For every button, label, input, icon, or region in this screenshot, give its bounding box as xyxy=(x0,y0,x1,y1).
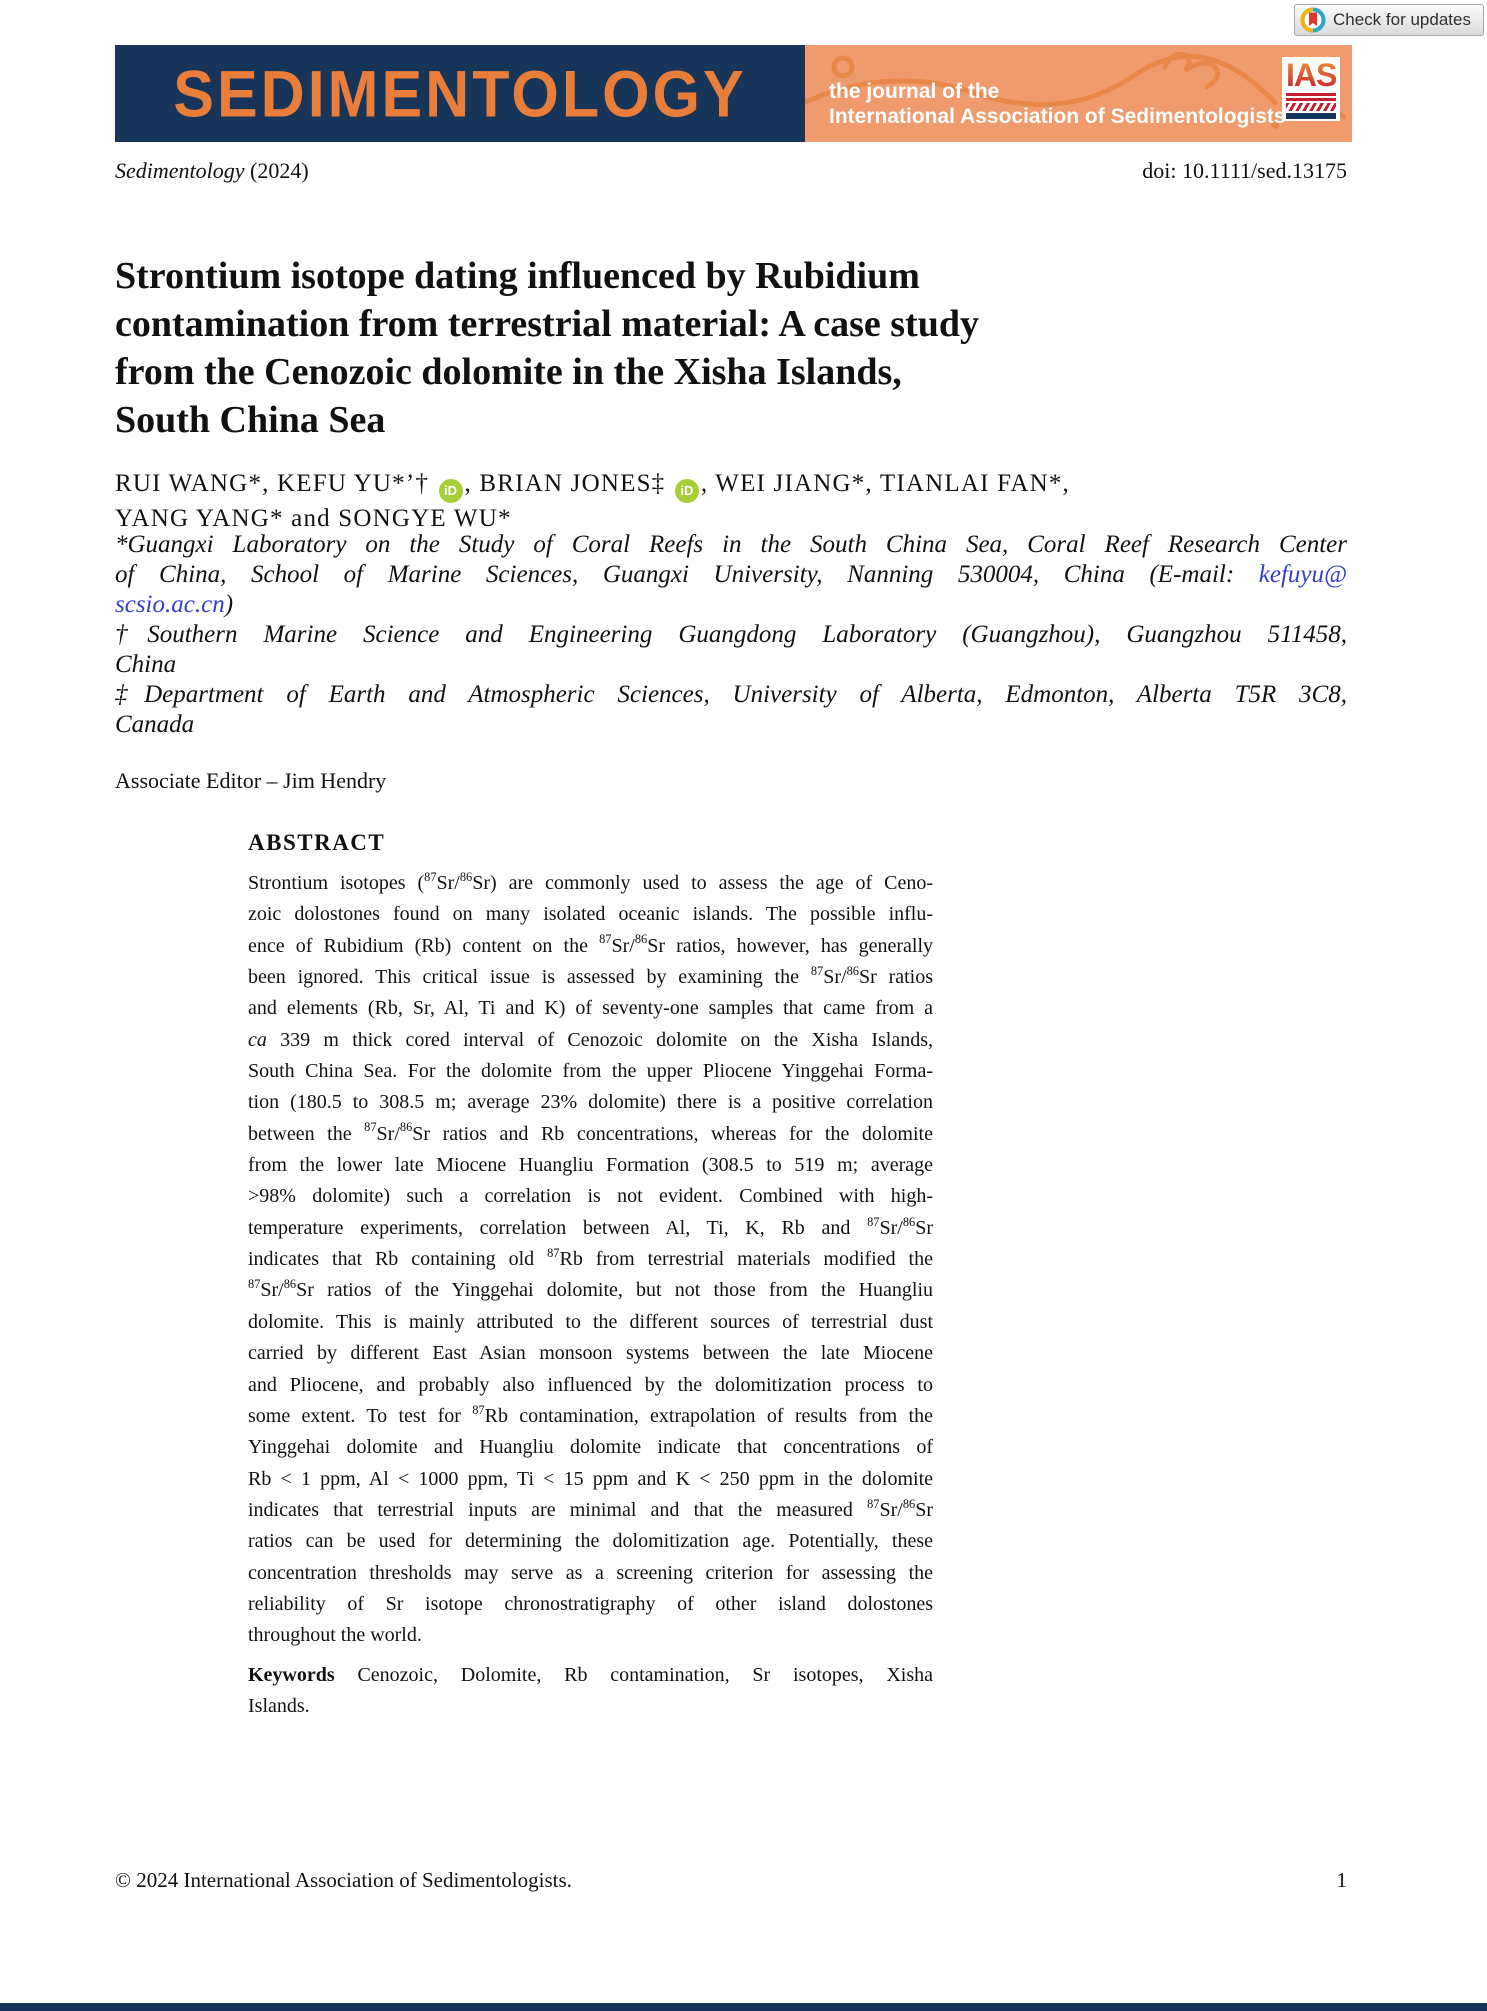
journal-logo-text: SEDIMENTOLOGY xyxy=(173,56,747,131)
copyright-text: © 2024 International Association of Sedi… xyxy=(115,1868,572,1892)
text-line: ca 339 m thick cored interval of Cenozoi… xyxy=(248,1028,933,1051)
abstract-heading: ABSTRACT xyxy=(248,830,386,855)
text-line: zoic dolostones found on many isolated o… xyxy=(248,903,933,926)
text-line: reliability of Sr isotope chronostratigr… xyxy=(248,1592,933,1615)
text-line: carried by different East Asian monsoon … xyxy=(248,1342,933,1365)
journal-masthead: SEDIMENTOLOGY the journal of the Interna… xyxy=(115,45,1352,142)
text-line: South China Sea. For the dolomite from t… xyxy=(248,1060,933,1083)
ias-logo: IAS xyxy=(1282,57,1340,121)
tagline-line2: International Association of Sedimentolo… xyxy=(829,105,1286,128)
ias-logo-bar xyxy=(1286,97,1336,101)
article-title: Strontium isotope dating influenced by R… xyxy=(115,252,1215,444)
author-line-2: YANG YANG* and SONGYE WU* xyxy=(115,504,512,532)
text-line: from the Cenozoic dolomite in the Xisha … xyxy=(115,351,902,393)
text-line: indicates that terrestrial inputs are mi… xyxy=(248,1496,933,1521)
text-line: Yinggehai dolomite and Huangliu dolomite… xyxy=(248,1436,933,1459)
doi-text: doi: 10.1111/sed.13175 xyxy=(1142,158,1347,183)
text-line: >98% dolomite) such a correlation is not… xyxy=(248,1185,933,1208)
text-line: China xyxy=(115,651,177,678)
text-line: and elements (Rb, Sr, Al, Ti and K) of s… xyxy=(248,997,933,1020)
text-line: and Pliocene, and probably also influenc… xyxy=(248,1373,933,1396)
ias-logo-navy-bar xyxy=(1286,113,1336,120)
text-line: ratios can be used for determining the d… xyxy=(248,1530,933,1553)
text-line: ence of Rubidium (Rb) content on the 87S… xyxy=(248,932,934,957)
check-for-updates-label: Check for updates xyxy=(1333,10,1471,29)
text-line: Keywords Cenozoic, Dolomite, Rb contamin… xyxy=(248,1664,933,1686)
text-line: concentration thresholds may serve as a … xyxy=(248,1561,933,1584)
text-line: temperature experiments, correlation bet… xyxy=(248,1214,933,1239)
masthead-tagline-panel: the journal of the International Associa… xyxy=(805,45,1352,142)
text-line: Strontium isotope dating influenced by R… xyxy=(115,255,920,297)
journal-logo: SEDIMENTOLOGY xyxy=(115,45,805,142)
text-line: been ignored. This critical issue is ass… xyxy=(248,963,933,989)
masthead-tagline: the journal of the International Associa… xyxy=(829,79,1352,129)
orcid-icon[interactable]: iD xyxy=(674,478,699,503)
text-line: of China, School of Marine Sciences, Gua… xyxy=(115,561,1347,588)
affiliations: *Guangxi Laboratory on the Study of Cora… xyxy=(115,530,1347,740)
author-list: RUI WANG*, KEFU YU*’† iD, BRIAN JONES‡ i… xyxy=(115,468,1347,534)
email-link[interactable]: kefuyu@ xyxy=(1258,561,1347,588)
text-line: †Southern Marine Science and Engineering… xyxy=(115,621,1347,648)
crossmark-icon xyxy=(1300,7,1326,33)
page-number: 1 xyxy=(1336,1868,1348,1892)
tagline-line1: the journal of the xyxy=(829,80,1000,103)
ias-logo-bar xyxy=(1286,93,1336,96)
orcid-icon[interactable]: iD xyxy=(438,478,463,503)
page-footer: © 2024 International Association of Sedi… xyxy=(115,1868,1347,1893)
text-line: Islands. xyxy=(248,1695,310,1718)
text-line: scsio.ac.cn) xyxy=(115,591,234,618)
check-for-updates-button[interactable]: Check for updates xyxy=(1294,4,1484,36)
citation-row: Sedimentology (2024) doi: 10.1111/sed.13… xyxy=(115,158,1347,184)
text-line: Rb < 1 ppm, Al < 1000 ppm, Ti < 15 ppm a… xyxy=(248,1467,933,1490)
abstract-text: Strontium isotopes (87Sr/86Sr) are commo… xyxy=(248,868,933,1652)
keywords: Keywords Cenozoic, Dolomite, Rb contamin… xyxy=(248,1660,933,1723)
text-line: ‡Department of Earth and Atmospheric Sci… xyxy=(115,681,1347,708)
text-line: Strontium isotopes (87Sr/86Sr) are commo… xyxy=(248,869,933,894)
text-line: 87Sr/86Sr ratios of the Yinggehai dolomi… xyxy=(248,1277,933,1302)
text-line: some extent. To test for 87Rb contaminat… xyxy=(248,1402,933,1427)
text-line: South China Sea xyxy=(115,399,386,441)
ias-logo-text: IAS xyxy=(1286,57,1337,93)
journal-name-italic: Sedimentology xyxy=(115,158,245,183)
text-line: tion (180.5 to 308.5 m; average 23% dolo… xyxy=(248,1091,933,1114)
text-line: *Guangxi Laboratory on the Study of Cora… xyxy=(115,531,1347,558)
text-line: Canada xyxy=(115,711,195,738)
text-line: contamination from terrestrial material:… xyxy=(115,303,979,345)
text-line: between the 87Sr/86Sr ratios and Rb conc… xyxy=(248,1120,933,1145)
text-line: dolomite. This is mainly attributed to t… xyxy=(248,1310,933,1333)
author-line-1: RUI WANG*, KEFU YU*’† iD, BRIAN JONES‡ i… xyxy=(115,468,1347,503)
text-line: from the lower late Miocene Huangliu For… xyxy=(248,1154,933,1177)
associate-editor: Associate Editor – Jim Hendry xyxy=(115,768,387,793)
text-line: throughout the world. xyxy=(248,1624,422,1647)
bottom-border-strip xyxy=(0,2003,1487,2011)
email-link[interactable]: scsio.ac.cn xyxy=(115,591,225,618)
journal-citation: Sedimentology (2024) xyxy=(115,158,309,184)
ias-logo-hatch xyxy=(1286,102,1336,112)
journal-year: (2024) xyxy=(244,158,309,183)
text-line: indicates that Rb containing old 87Rb fr… xyxy=(248,1245,933,1271)
